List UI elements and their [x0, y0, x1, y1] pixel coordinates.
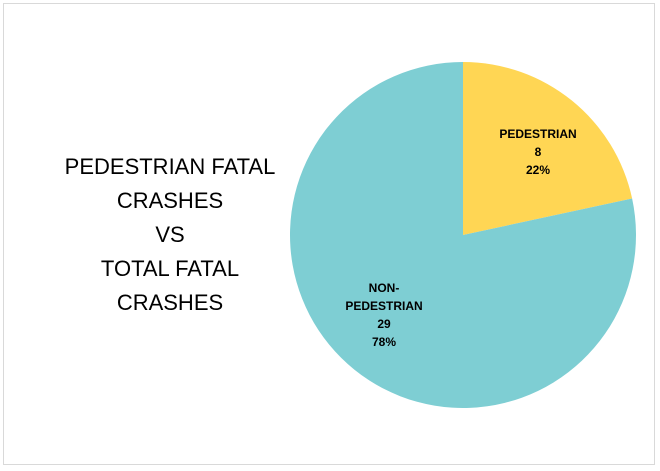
title-line-2: CRASHES — [116, 188, 224, 213]
slice-label-1-line-3: 78% — [372, 335, 396, 349]
pie-slice-pedestrian — [463, 62, 633, 235]
pie-slice-nonpedestrian — [289, 62, 636, 409]
title-line-4: TOTAL FATAL — [100, 256, 240, 281]
slice-label-1-line-2: 29 — [377, 317, 391, 331]
slice-label-0-line-2: 22% — [526, 163, 550, 177]
title-line-1: PEDESTRIAN FATAL — [64, 154, 276, 179]
title-line-3: VS — [155, 222, 185, 247]
slice-label-1-line-1: PEDESTRIAN — [345, 299, 422, 313]
title-line-5: CRASHES — [116, 290, 224, 315]
chart-title: PEDESTRIAN FATAL CRASHES VS TOTAL FATAL … — [40, 150, 300, 320]
slice-label-0-line-1: 8 — [535, 145, 542, 159]
slice-label-1-line-0: NON- — [369, 281, 400, 295]
slice-label-0-line-0: PEDESTRIAN — [499, 127, 576, 141]
